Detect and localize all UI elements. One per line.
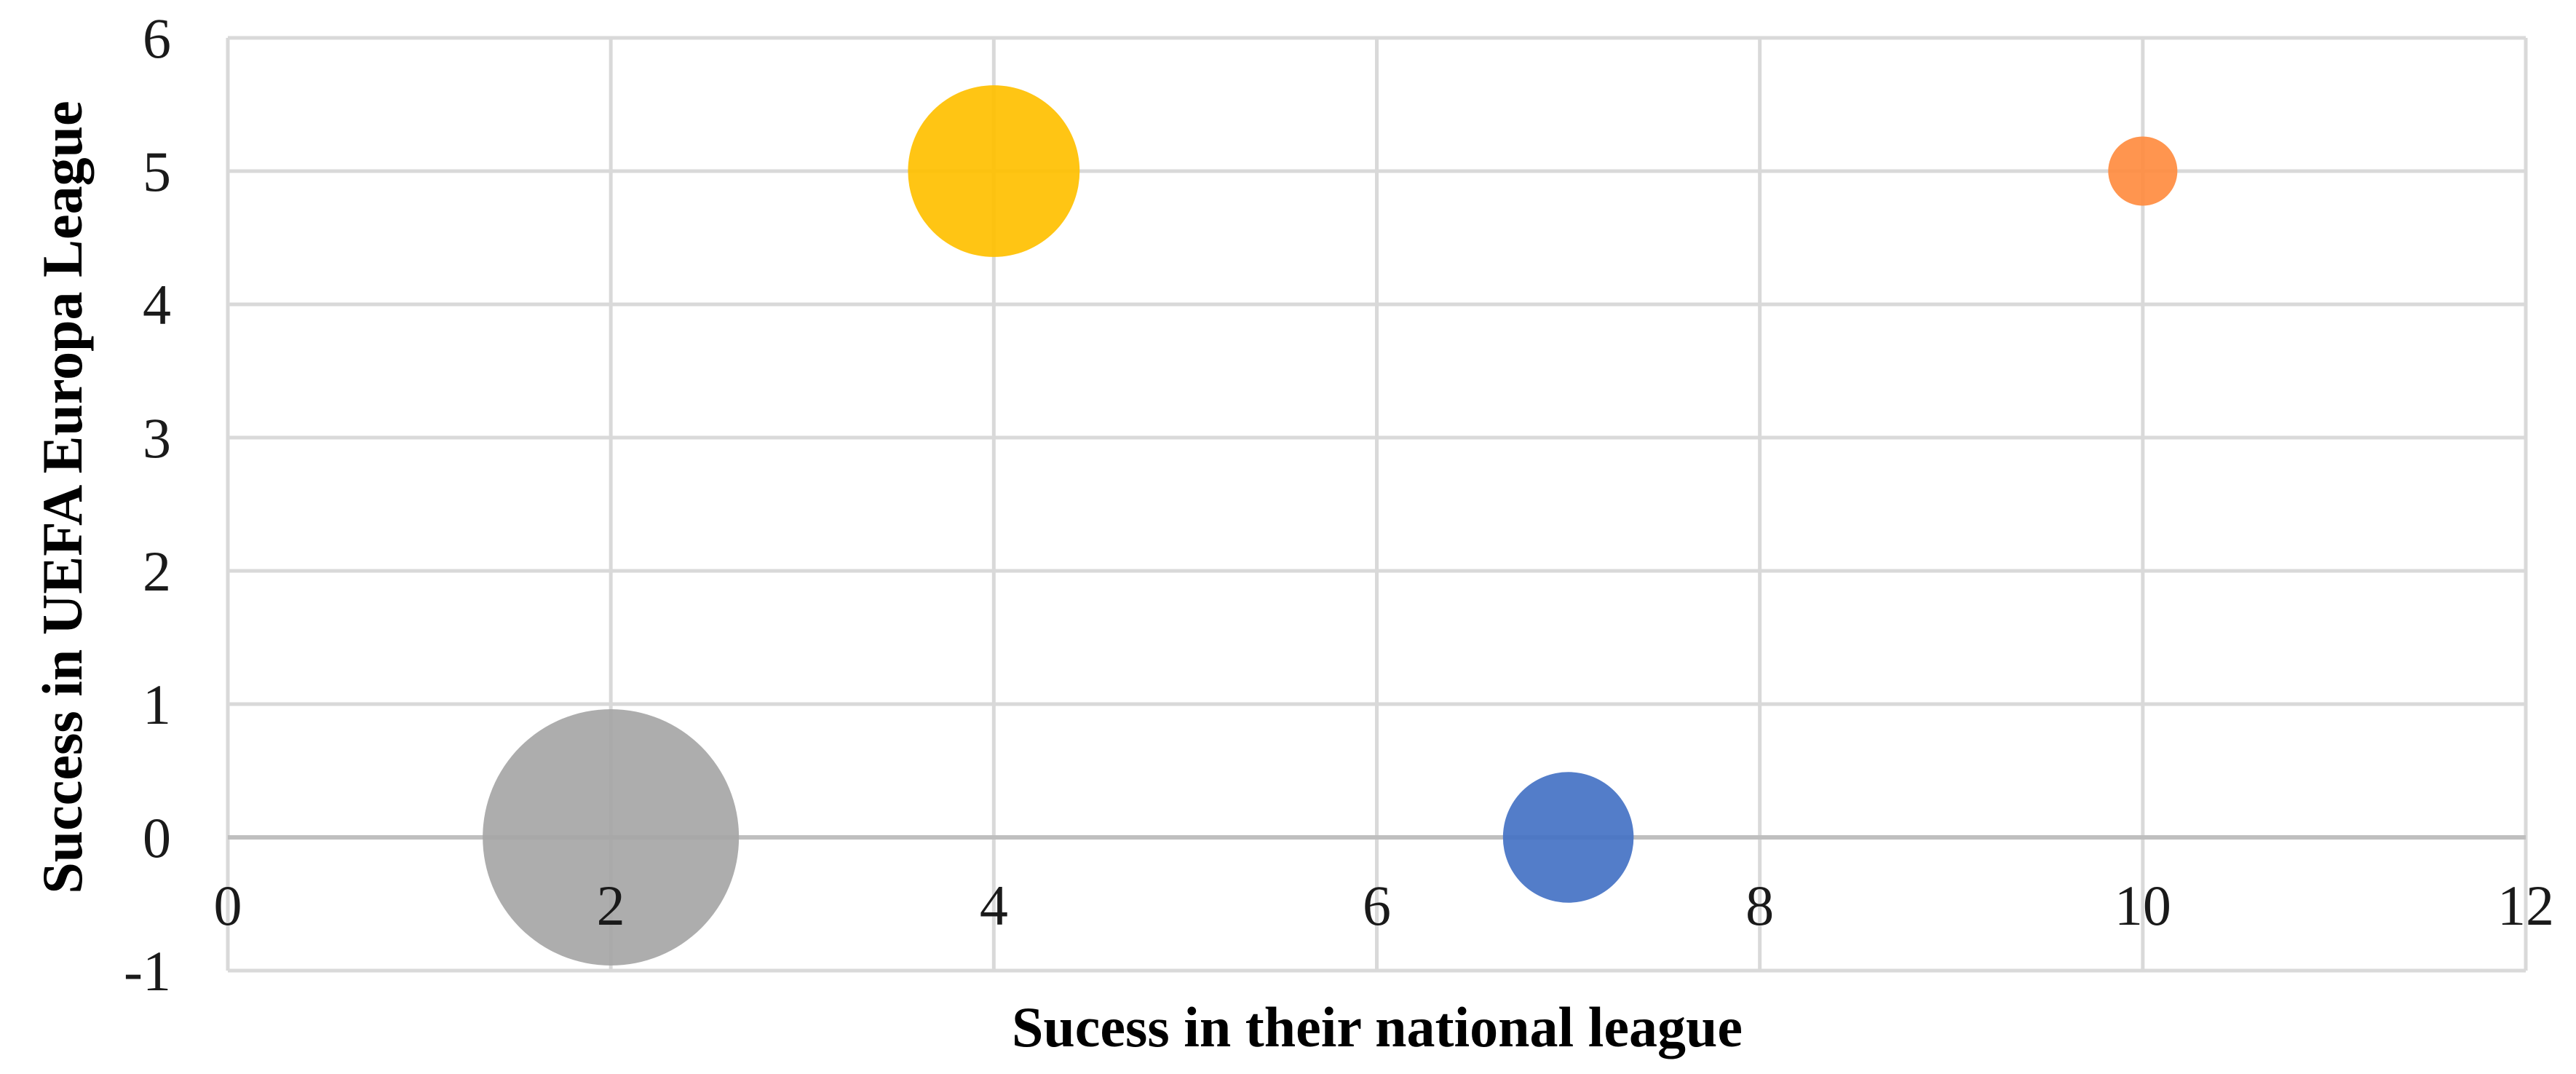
y-tick-label: 5 xyxy=(143,140,171,203)
y-tick-label: 2 xyxy=(143,540,171,603)
y-tick-label: 0 xyxy=(143,806,171,869)
x-tick-label: 4 xyxy=(980,874,1008,937)
bubble-point xyxy=(2108,136,2178,206)
y-tick-label: 4 xyxy=(143,273,171,336)
x-axis-title: Sucess in their national league xyxy=(1012,995,1743,1059)
x-tick-label: 2 xyxy=(597,874,625,937)
y-tick-label: 3 xyxy=(143,406,171,470)
y-axis-title: Success in UEFA Europa League xyxy=(31,100,94,893)
x-tick-label: 0 xyxy=(214,874,242,937)
y-tick-label: 6 xyxy=(143,7,171,70)
bubble-point xyxy=(483,709,740,966)
bubbles xyxy=(483,85,2178,966)
y-tick-label: 1 xyxy=(143,673,171,736)
x-tick-label: 12 xyxy=(2497,874,2554,937)
bubble-point xyxy=(908,85,1080,257)
x-tick-label: 8 xyxy=(1745,874,1774,937)
x-tick-label: 6 xyxy=(1363,874,1391,937)
bubble-point xyxy=(1502,772,1634,903)
y-tick-label: -1 xyxy=(124,939,171,1003)
x-tick-label: 10 xyxy=(2115,874,2171,937)
